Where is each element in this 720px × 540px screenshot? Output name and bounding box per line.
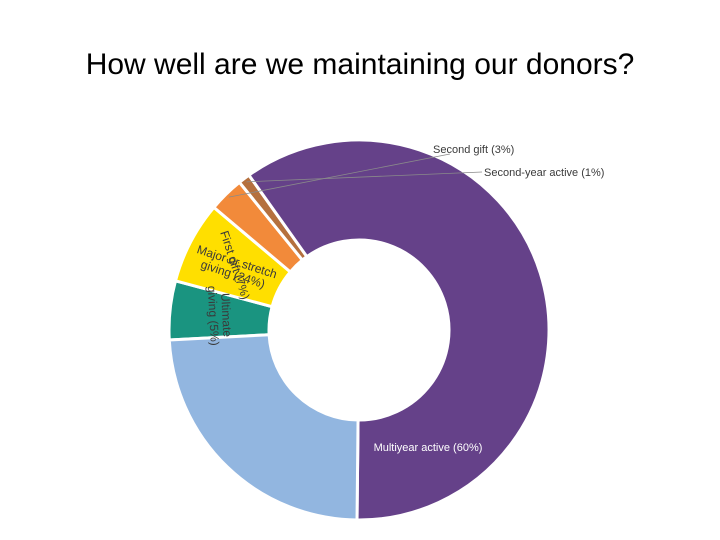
slice-label-ultimate-giving: Ultimategiving (5%) (205, 285, 235, 346)
slice-label-second-gift: Second gift (3%) (433, 144, 514, 156)
slice-multiyear-active (247, 138, 551, 522)
leader-line-second-gift (228, 153, 451, 198)
donut-slices (167, 138, 551, 522)
leader-lines (228, 153, 483, 198)
slice-major-or-stretch-giving (167, 333, 360, 522)
slice-label-second-year-active: Second-year active (1%) (484, 167, 604, 179)
leader-line-second-year-active (246, 171, 483, 183)
slide-title: How well are we maintaining our donors? (85, 48, 635, 81)
slice-label-multiyear-active: Multiyear active (60%) (374, 442, 483, 454)
